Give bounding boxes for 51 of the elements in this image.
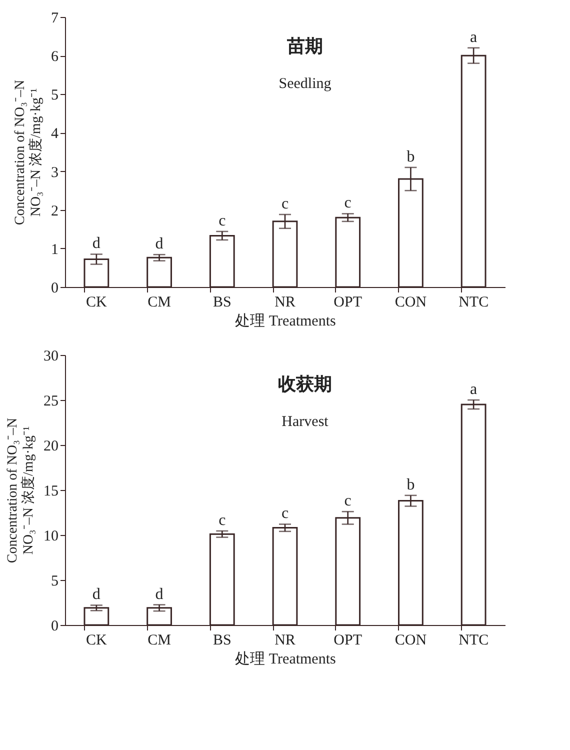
x-tick-label: NR [274, 632, 296, 648]
x-tick-label: NR [274, 294, 296, 310]
x-tick-label: NTC [458, 632, 489, 648]
x-tick-label: CON [394, 294, 427, 310]
text: Seedling [278, 76, 332, 92]
y-tick-label: 25 [44, 394, 58, 410]
text: 苗期 [286, 36, 323, 57]
annotation: c [218, 512, 226, 529]
x-tick-label: CM [148, 294, 171, 310]
annotation: b [406, 476, 415, 494]
y-tick-label: 20 [44, 438, 58, 454]
y-tick-label: 0 [51, 618, 58, 634]
x-axis-title: 处理 Treatments [235, 650, 336, 668]
y-axis-title: Concentration of NO₃⁻–N NO₃⁻–N 浓度/mg·kg⁻¹ [13, 80, 44, 226]
annotation: c [281, 195, 289, 212]
annotation: d [92, 586, 100, 604]
y-tick-label: 2 [51, 203, 58, 220]
annotation: d [155, 236, 164, 253]
annotation: b [406, 148, 415, 166]
y-tick-label: 6 [51, 49, 59, 66]
annotation: c [344, 194, 352, 212]
y-tick-label: 4 [51, 126, 59, 142]
y-tick-label: 5 [51, 574, 58, 590]
y-axis-title: Concentration of NO₃⁻–N NO₃⁻–N 浓度/mg·kg⁻¹ [6, 418, 36, 564]
y-tick-label: 15 [44, 484, 58, 500]
y-tick-label: 5 [51, 88, 58, 104]
x-tick-label: OPT [334, 294, 362, 310]
y-tick-label: 30 [44, 348, 58, 364]
y-tick-label: 1 [51, 242, 58, 258]
y-tick-label: 7 [51, 10, 59, 26]
y-tick-label: 10 [44, 528, 58, 544]
annotation: c [344, 492, 352, 510]
y-tick-label: 3 [51, 164, 58, 181]
y-tick-label: 0 [51, 280, 58, 296]
x-tick-label: BS [212, 632, 232, 648]
annotation: a [470, 28, 478, 46]
annotation: c [218, 212, 226, 230]
x-tick-label: BS [212, 294, 232, 310]
x-tick-label: CK [86, 632, 108, 648]
x-tick-label: CK [86, 294, 108, 310]
annotation: d [155, 586, 164, 603]
x-tick-label: CM [148, 632, 171, 648]
annotation: d [92, 235, 100, 252]
x-tick-label: NTC [458, 294, 489, 310]
text: Harvest [282, 414, 330, 430]
x-axis-title: 处理 Treatments [235, 312, 336, 330]
x-tick-label: CON [394, 632, 427, 648]
annotation: c [281, 505, 289, 522]
text: 收获期 [278, 374, 332, 395]
annotation: a [470, 381, 478, 398]
x-tick-label: OPT [334, 632, 362, 648]
